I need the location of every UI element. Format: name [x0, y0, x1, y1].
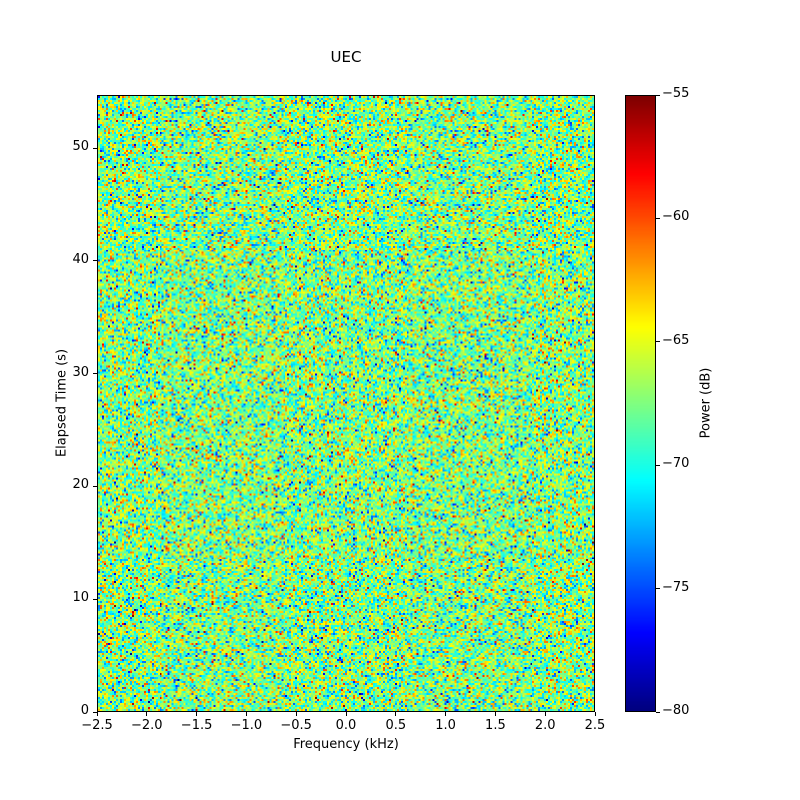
colorbar-tick-label: −65 [662, 332, 690, 348]
x-tick [494, 712, 496, 716]
x-tick [295, 712, 297, 716]
x-tick-label: 1.0 [435, 718, 456, 733]
x-tick [245, 712, 247, 716]
y-tick-label: 10 [72, 590, 89, 606]
x-tick [544, 712, 546, 716]
colorbar-tick-label: −55 [662, 86, 690, 101]
y-tick [93, 260, 97, 262]
y-tick [93, 598, 97, 600]
y-tick [93, 711, 97, 713]
colorbar [625, 95, 656, 712]
x-tick [345, 712, 347, 716]
y-tick [93, 485, 97, 487]
colorbar-tick [656, 94, 660, 96]
colorbar-tick-label: −75 [662, 579, 690, 595]
x-tick-label: 0.0 [335, 718, 357, 733]
chart-title: UEC [330, 48, 362, 66]
colorbar-tick [656, 711, 660, 713]
x-tick-label: 2.5 [584, 718, 606, 733]
colorbar-tick-label: −80 [662, 703, 690, 718]
x-axis-label: Frequency (kHz) [293, 737, 399, 752]
colorbar-label: Power (dB) [698, 367, 714, 439]
x-tick [395, 712, 397, 716]
colorbar-tick [656, 341, 660, 343]
x-tick-label: −1.0 [230, 718, 263, 733]
x-tick [96, 712, 98, 716]
x-tick [196, 712, 198, 716]
x-tick-label: 2.0 [534, 718, 556, 733]
y-tick-label: 30 [72, 364, 89, 380]
colorbar-tick-label: −60 [662, 209, 690, 225]
colorbar-tick [656, 217, 660, 219]
x-tick-label: −0.5 [280, 718, 312, 733]
y-tick [93, 147, 97, 149]
x-tick [445, 712, 447, 716]
spectrogram-canvas [98, 96, 594, 711]
y-tick-label: 50 [72, 139, 89, 154]
x-tick-label: −2.0 [131, 718, 163, 733]
x-tick [594, 712, 596, 716]
x-tick-label: 1.5 [485, 718, 506, 733]
x-tick-label: −2.5 [81, 718, 113, 733]
x-tick-label: 0.5 [385, 718, 407, 733]
spectrogram-plot-area [97, 95, 595, 712]
colorbar-tick [656, 588, 660, 590]
colorbar-tick [656, 464, 660, 466]
colorbar-gradient [626, 96, 655, 711]
colorbar-tick-label: −70 [662, 456, 690, 472]
y-tick-label: 20 [72, 477, 89, 493]
x-tick [146, 712, 148, 716]
y-tick-label: 0 [80, 703, 89, 718]
x-tick-label: −1.5 [180, 718, 213, 733]
y-tick [93, 373, 97, 375]
y-tick-label: 40 [72, 251, 89, 267]
